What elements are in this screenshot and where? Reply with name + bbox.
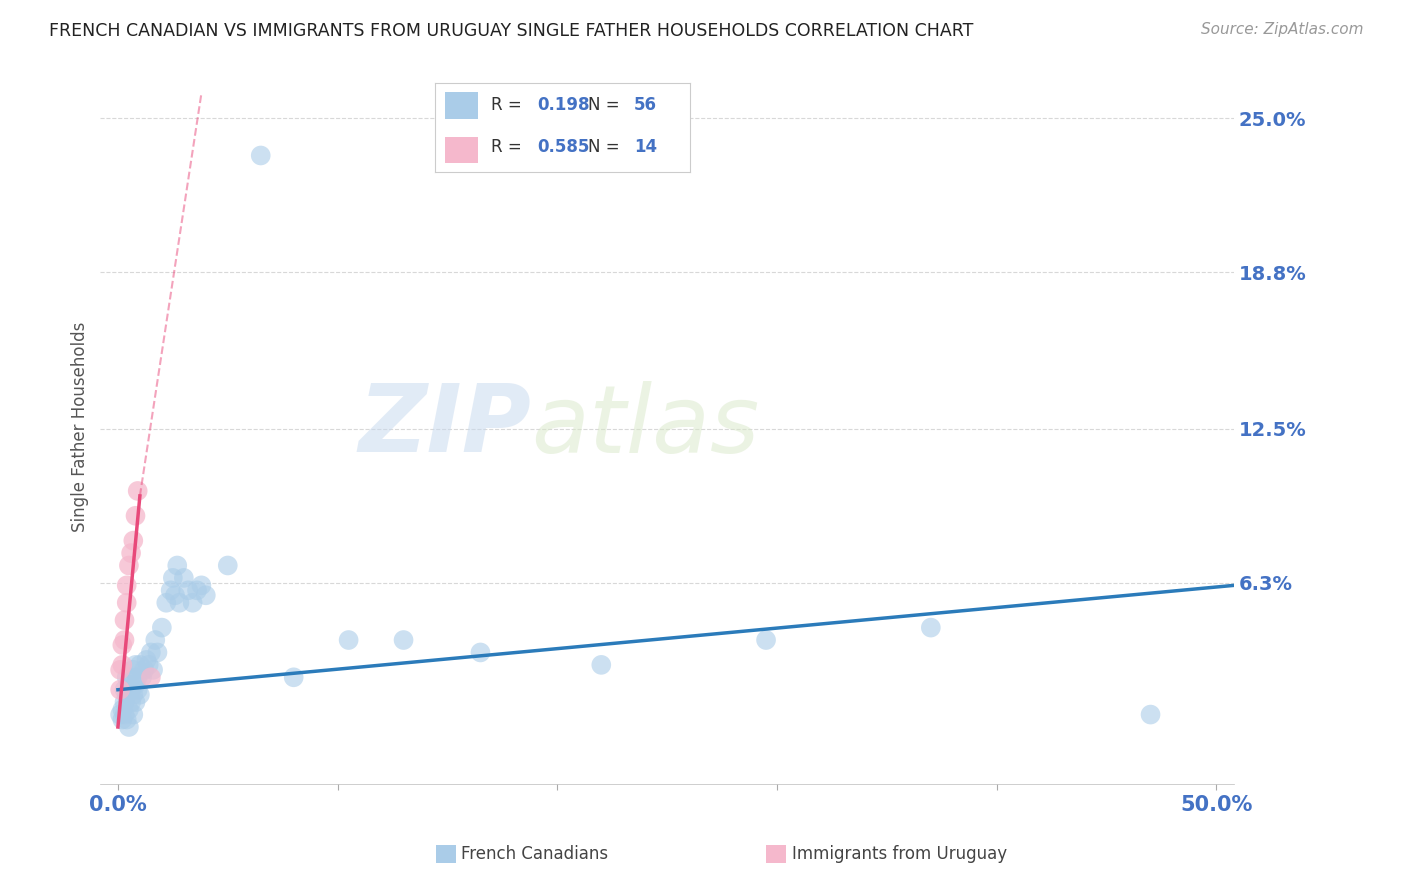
Point bbox=[118, 703, 141, 717]
Point bbox=[122, 533, 145, 548]
Point bbox=[146, 645, 169, 659]
Point bbox=[249, 148, 271, 162]
Point bbox=[120, 546, 142, 560]
Point bbox=[173, 571, 195, 585]
Point bbox=[114, 695, 136, 709]
Point bbox=[217, 558, 239, 573]
Point bbox=[124, 678, 146, 692]
Point bbox=[111, 657, 134, 672]
Point bbox=[283, 670, 305, 684]
Point bbox=[129, 657, 152, 672]
Point bbox=[127, 483, 149, 498]
Point bbox=[162, 571, 184, 585]
Point bbox=[118, 558, 141, 573]
Point bbox=[165, 588, 187, 602]
Point bbox=[115, 713, 138, 727]
Point bbox=[139, 670, 162, 684]
Point bbox=[122, 707, 145, 722]
Point bbox=[122, 663, 145, 677]
Point bbox=[159, 583, 181, 598]
Point bbox=[114, 633, 136, 648]
Point bbox=[186, 583, 208, 598]
Point bbox=[114, 682, 136, 697]
Point bbox=[181, 596, 204, 610]
Point bbox=[115, 596, 138, 610]
Point bbox=[139, 645, 162, 659]
Point bbox=[155, 596, 177, 610]
Point bbox=[138, 657, 160, 672]
Point bbox=[115, 688, 138, 702]
Text: atlas: atlas bbox=[531, 381, 759, 472]
Point bbox=[120, 682, 142, 697]
Point bbox=[122, 688, 145, 702]
Point bbox=[124, 695, 146, 709]
Point bbox=[591, 657, 613, 672]
Text: Immigrants from Uruguay: Immigrants from Uruguay bbox=[792, 845, 1007, 863]
Point bbox=[118, 720, 141, 734]
Text: FRENCH CANADIAN VS IMMIGRANTS FROM URUGUAY SINGLE FATHER HOUSEHOLDS CORRELATION : FRENCH CANADIAN VS IMMIGRANTS FROM URUGU… bbox=[49, 22, 973, 40]
Point bbox=[111, 638, 134, 652]
Point bbox=[143, 633, 166, 648]
Point bbox=[337, 633, 360, 648]
Point bbox=[135, 653, 157, 667]
Point bbox=[108, 663, 131, 677]
Point bbox=[108, 707, 131, 722]
Point bbox=[129, 688, 152, 702]
Point bbox=[392, 633, 415, 648]
Point bbox=[150, 621, 173, 635]
Point bbox=[120, 670, 142, 684]
Point bbox=[755, 633, 778, 648]
Text: Source: ZipAtlas.com: Source: ZipAtlas.com bbox=[1201, 22, 1364, 37]
Point bbox=[124, 508, 146, 523]
Point bbox=[470, 645, 492, 659]
Point bbox=[166, 558, 188, 573]
Point bbox=[111, 703, 134, 717]
Text: ZIP: ZIP bbox=[359, 380, 531, 473]
Point bbox=[142, 663, 165, 677]
Text: French Canadians: French Canadians bbox=[461, 845, 609, 863]
Point bbox=[114, 613, 136, 627]
Point bbox=[194, 588, 217, 602]
Point bbox=[118, 678, 141, 692]
Point bbox=[111, 713, 134, 727]
Point bbox=[177, 583, 200, 598]
Point bbox=[115, 578, 138, 592]
Y-axis label: Single Father Households: Single Father Households bbox=[72, 321, 89, 532]
Point bbox=[108, 682, 131, 697]
Point bbox=[115, 670, 138, 684]
Point bbox=[127, 670, 149, 684]
Point bbox=[131, 670, 153, 684]
Point bbox=[190, 578, 212, 592]
Point bbox=[124, 657, 146, 672]
Point bbox=[127, 682, 149, 697]
Point bbox=[920, 621, 942, 635]
Point bbox=[1139, 707, 1161, 722]
Point bbox=[134, 663, 156, 677]
Point bbox=[114, 707, 136, 722]
Point bbox=[169, 596, 191, 610]
Point bbox=[120, 695, 142, 709]
